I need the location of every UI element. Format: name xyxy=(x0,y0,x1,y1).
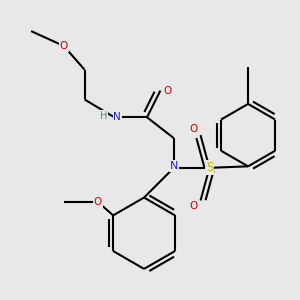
Text: N: N xyxy=(169,161,178,171)
Text: O: O xyxy=(189,202,197,212)
Text: O: O xyxy=(189,124,197,134)
Text: N: N xyxy=(113,112,121,122)
Text: S: S xyxy=(206,161,213,174)
Text: H: H xyxy=(100,111,108,121)
Text: O: O xyxy=(164,85,172,96)
Text: O: O xyxy=(60,41,68,51)
Text: O: O xyxy=(94,197,102,207)
